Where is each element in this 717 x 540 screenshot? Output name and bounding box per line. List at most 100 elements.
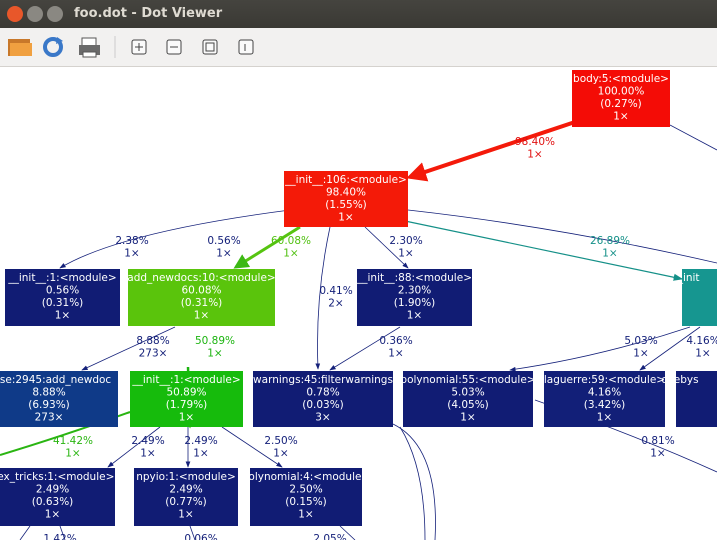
node-label: 1× xyxy=(45,509,60,521)
node-label: 1× xyxy=(460,412,475,424)
graph-canvas: body:5:<module>100.00%(0.27%)1× __init__:… xyxy=(0,70,717,540)
edge-label: 2.49% xyxy=(184,435,217,447)
node-label: (0.03%) xyxy=(302,399,344,411)
edge-label: 26.89% xyxy=(590,235,630,247)
zoom-100-button[interactable] xyxy=(238,39,254,55)
zoom-fit-button[interactable] xyxy=(202,39,218,55)
node-label: polynomial:55:<module> xyxy=(400,374,535,386)
node-label: 60.08% xyxy=(181,285,221,297)
graph-node[interactable]: body:5:<module>100.00%(0.27%)1× xyxy=(572,70,670,127)
node-box xyxy=(572,70,670,127)
graph-node[interactable]: dex_tricks:1:<module>2.49%(0.63%)1× xyxy=(0,468,115,526)
node-label: __init xyxy=(671,272,699,284)
node-label: (1.55%) xyxy=(325,199,367,211)
node-label: __init__:88:<module> xyxy=(356,272,472,284)
node-label: 2.50% xyxy=(289,484,322,496)
node-label: 5.03% xyxy=(451,387,484,399)
edge-label: 1× xyxy=(633,348,648,360)
node-label: (3.42%) xyxy=(584,399,626,411)
zoom-in-button[interactable] xyxy=(131,39,147,55)
node-label: 8.88% xyxy=(32,387,65,399)
node-box xyxy=(253,371,393,427)
edge-label: 1× xyxy=(193,448,208,460)
print-button[interactable] xyxy=(79,37,100,58)
node-label: 1× xyxy=(338,212,353,224)
node-label: 273× xyxy=(35,412,64,424)
edge-label: 8.88% xyxy=(136,335,169,347)
graph-node[interactable]: __init__:1:<module>50.89%(1.79%)1× xyxy=(130,371,243,427)
node-label: polynomial:4:<module> xyxy=(242,471,371,483)
close-button[interactable] xyxy=(7,6,23,22)
edge-label: 1.42% xyxy=(43,533,76,540)
graph-node[interactable]: polynomial:55:<module>5.03%(4.05%)1× xyxy=(400,371,536,427)
node-label: 1× xyxy=(298,509,313,521)
node-label: __init__:1:<module> xyxy=(131,374,240,386)
node-label: 2.30% xyxy=(398,285,431,297)
edge-label: 1× xyxy=(388,348,403,360)
graph-node[interactable]: __init__:106:<module>98.40%(1.55%)1× xyxy=(284,171,408,227)
graph-node[interactable]: __init__:1:<module>0.56%(0.31%)1× xyxy=(5,269,120,326)
node-label: (6.93%) xyxy=(28,399,70,411)
node-label: 100.00% xyxy=(598,86,645,98)
edges xyxy=(19,124,717,540)
edge-label: 2.38% xyxy=(115,235,148,247)
reload-button[interactable] xyxy=(43,37,63,57)
node-label: 1× xyxy=(194,310,209,322)
node-label: npyio:1:<module> xyxy=(136,471,236,483)
graph-node[interactable]: polynomial:4:<module>2.50%(0.15%)1× xyxy=(242,468,371,526)
node-label: 1× xyxy=(178,509,193,521)
edge-label: 1× xyxy=(527,149,542,161)
node-box xyxy=(130,371,243,427)
graph-node[interactable]: npyio:1:<module>2.49%(0.77%)1× xyxy=(134,468,238,526)
node-label: add_newdocs:10:<module> xyxy=(127,272,275,284)
node-label: (1.79%) xyxy=(166,399,208,411)
edge-label: 2.05% xyxy=(313,533,346,540)
node-box xyxy=(0,468,115,526)
edge-label: 2.50% xyxy=(264,435,297,447)
edge-label: 1× xyxy=(207,348,222,360)
node-box xyxy=(544,371,665,427)
node-label: 1× xyxy=(613,111,628,123)
edge-label: 2.49% xyxy=(131,435,164,447)
node-label: 50.89% xyxy=(166,387,206,399)
node-box xyxy=(357,269,472,326)
node-label: 3× xyxy=(315,412,330,424)
edge-label: 50.89% xyxy=(195,335,235,347)
edge-label: 2.30% xyxy=(389,235,422,247)
edge-label: 1× xyxy=(273,448,288,460)
edge-label: 1× xyxy=(650,448,665,460)
edge-label: 41.42% xyxy=(53,435,93,447)
node-label: 1× xyxy=(407,310,422,322)
maximize-button[interactable] xyxy=(47,6,63,22)
node-label: __init__:106:<module> xyxy=(284,174,407,186)
node-box xyxy=(676,371,717,427)
open-button[interactable] xyxy=(8,39,32,56)
graph-node[interactable]: __init__:88:<module>2.30%(1.90%)1× xyxy=(356,269,472,326)
graph-node[interactable]: __init xyxy=(671,269,717,326)
edge-warm xyxy=(404,220,684,281)
edge-label: 1× xyxy=(283,248,298,260)
edge-label: 0.06% xyxy=(184,533,217,540)
toolbar xyxy=(0,28,717,67)
edge-hot xyxy=(233,225,301,269)
minimize-button[interactable] xyxy=(27,6,43,22)
node-box xyxy=(250,468,362,526)
node-label: (0.31%) xyxy=(181,297,223,309)
node-box xyxy=(403,371,533,427)
node-label: (0.63%) xyxy=(32,496,74,508)
edge-label: 1× xyxy=(140,448,155,460)
graph-node[interactable]: add_newdocs:10:<module>60.08%(0.31%)1× xyxy=(127,269,276,326)
node-label: chebys xyxy=(661,374,698,386)
graph-node[interactable]: laguerre:59:<module>4.16%(3.42%)1× xyxy=(544,371,665,427)
node-label: 1× xyxy=(55,310,70,322)
node-label: 1× xyxy=(597,412,612,424)
node-box xyxy=(128,269,275,326)
node-box xyxy=(284,171,408,227)
edge-label: 1× xyxy=(124,248,139,260)
zoom-out-button[interactable] xyxy=(166,39,182,55)
node-label: 0.56% xyxy=(46,285,79,297)
graph-node[interactable]: chebys xyxy=(661,371,717,427)
